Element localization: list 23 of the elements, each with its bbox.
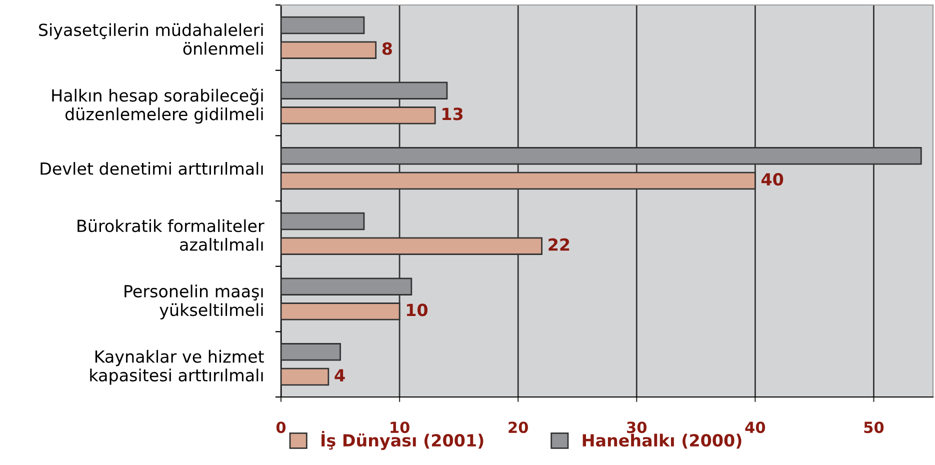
bar	[281, 16, 365, 34]
bar	[281, 368, 330, 386]
data-label: 13	[442, 108, 463, 120]
y-tick-label: Personelin maaşı yükseltilmeli	[124, 284, 263, 320]
data-label: 22	[548, 238, 570, 251]
x-tick-label: 30	[627, 422, 647, 434]
data-label: 8	[382, 42, 392, 55]
y-tick-label: Siyasetçilerin müdahaleleri önlenmeli	[39, 23, 263, 55]
bar	[281, 343, 341, 361]
x-tick-label: 50	[864, 422, 884, 434]
bar	[281, 41, 377, 59]
x-tick-label: 0	[276, 422, 286, 434]
legend-label: Hanehalkı (2000)	[582, 434, 742, 449]
y-tick-label: Kaynaklar ve hizmet kapasitesi arttırılmalı	[90, 350, 264, 385]
data-label: 10	[406, 304, 428, 316]
y-tick-label: Devlet denetimi arttırılmalı	[40, 162, 263, 175]
data-label: 40	[761, 172, 784, 186]
bar	[281, 212, 365, 230]
y-tick-label: Bürokratik formaliteler azaltılmalı	[78, 219, 264, 251]
y-tick-label: Halkın hesap sorabileceği düzenlemelere gidilmeli	[52, 88, 263, 124]
data-label: 4	[334, 369, 345, 382]
x-tick-label: 40	[745, 422, 766, 434]
x-tick-label: 20	[508, 422, 528, 434]
